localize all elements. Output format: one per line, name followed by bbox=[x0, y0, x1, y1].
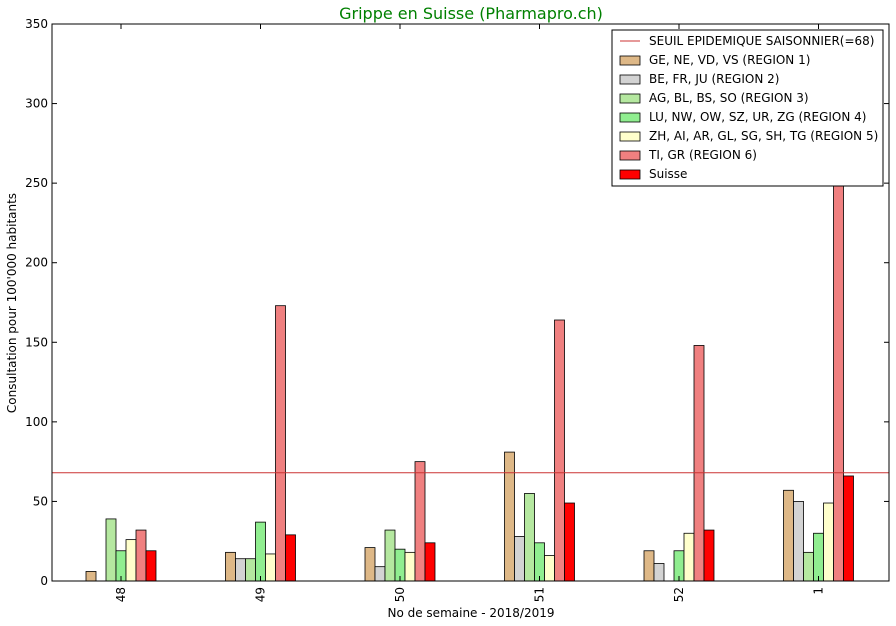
bar bbox=[105, 518, 117, 582]
x-tick-label: 48 bbox=[114, 587, 128, 602]
bar bbox=[813, 532, 824, 582]
plot-area: 0 50 100 150 200 250 300 350 48 49 50 51 52 1 bbox=[25, 17, 890, 602]
x-tick-label: 51 bbox=[533, 587, 547, 602]
bar bbox=[783, 489, 794, 582]
bar bbox=[524, 493, 535, 582]
x-tick-label: 1 bbox=[812, 587, 826, 595]
legend-swatch bbox=[619, 74, 641, 85]
legend-swatch bbox=[619, 131, 641, 142]
bar bbox=[125, 539, 137, 582]
y-tick-label: 200 bbox=[25, 256, 48, 270]
bar bbox=[693, 345, 705, 582]
y-tick-label: 350 bbox=[25, 17, 48, 31]
legend-box bbox=[611, 29, 884, 187]
bar bbox=[404, 551, 416, 582]
bar bbox=[275, 305, 286, 582]
legend-label: SEUIL EPIDEMIQUE SAISONNIER(=68) bbox=[649, 34, 874, 48]
legend-swatch bbox=[619, 150, 641, 161]
y-tick-label: 150 bbox=[25, 335, 48, 349]
x-axis-label: No de semaine - 2018/2019 bbox=[387, 606, 554, 620]
bar bbox=[414, 461, 426, 582]
bar bbox=[534, 542, 545, 582]
bar bbox=[85, 571, 97, 582]
bar bbox=[504, 451, 515, 582]
bar bbox=[544, 555, 555, 582]
bar bbox=[643, 550, 655, 582]
bar bbox=[833, 182, 844, 582]
bar bbox=[374, 566, 386, 582]
bar bbox=[364, 547, 376, 582]
y-tick-label: 100 bbox=[25, 415, 48, 429]
y-tick-label: 0 bbox=[40, 574, 48, 588]
bar bbox=[145, 550, 157, 582]
x-tick-label: 52 bbox=[672, 587, 686, 602]
bar bbox=[564, 502, 575, 582]
bar bbox=[803, 551, 814, 582]
legend: SEUIL EPIDEMIQUE SAISONNIER(=68) GE, NE, … bbox=[611, 29, 884, 187]
bar bbox=[384, 529, 396, 582]
bar bbox=[703, 529, 715, 582]
legend-swatch bbox=[619, 93, 641, 104]
bar bbox=[653, 563, 665, 582]
legend-label: BE, FR, JU (REGION 2) bbox=[649, 72, 779, 86]
x-tick-label: 50 bbox=[393, 587, 407, 602]
legend-label: LU, NW, OW, SZ, UR, ZG (REGION 4) bbox=[649, 110, 866, 124]
legend-label: Suisse bbox=[649, 167, 687, 181]
legend-label: ZH, AI, AR, GL, SG, SH, TG (REGION 5) bbox=[649, 129, 878, 143]
legend-label: TI, GR (REGION 6) bbox=[648, 148, 757, 162]
legend-swatch bbox=[619, 55, 641, 66]
bar bbox=[255, 521, 266, 582]
y-tick-label: 50 bbox=[33, 494, 48, 508]
bar bbox=[793, 501, 804, 582]
bar bbox=[285, 534, 296, 582]
legend-swatch bbox=[619, 169, 641, 180]
y-axis-label: Consultation pour 100'000 habitants bbox=[5, 193, 19, 413]
bar bbox=[554, 319, 565, 582]
legend-label: GE, NE, VD, VS (REGION 1) bbox=[649, 53, 810, 67]
bar bbox=[843, 475, 854, 582]
bar bbox=[424, 542, 436, 582]
bar bbox=[514, 536, 525, 582]
x-tick-label: 49 bbox=[254, 587, 268, 602]
legend-swatch bbox=[619, 112, 641, 123]
bar bbox=[225, 551, 236, 582]
bar bbox=[823, 502, 834, 582]
plot-frame bbox=[51, 23, 890, 582]
bar bbox=[235, 558, 246, 582]
legend-label: AG, BL, BS, SO (REGION 3) bbox=[649, 91, 809, 105]
bar bbox=[245, 558, 256, 582]
chart-title: Grippe en Suisse (Pharmapro.ch) bbox=[339, 4, 603, 23]
bar bbox=[265, 553, 276, 582]
bar bbox=[683, 532, 695, 582]
bar bbox=[135, 529, 147, 582]
y-tick-label: 250 bbox=[25, 176, 48, 190]
y-tick-label: 300 bbox=[25, 97, 48, 111]
